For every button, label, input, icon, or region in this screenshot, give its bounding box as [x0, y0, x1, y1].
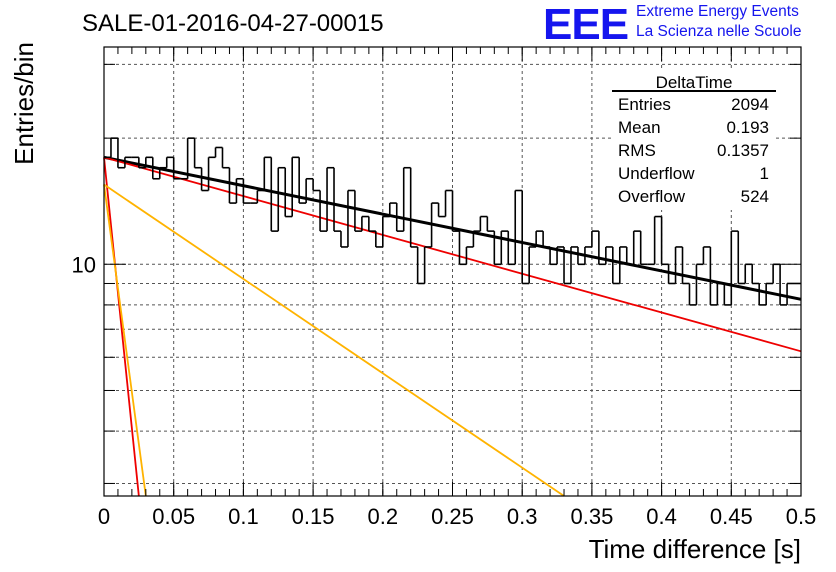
eee-logo-text: Extreme Energy Events La Scienza nelle S…: [636, 2, 801, 42]
histogram-bars: [104, 137, 801, 306]
stats-row-value: 2094: [731, 95, 769, 114]
x-tick-label: 0.2: [368, 504, 399, 529]
stats-row-label: Overflow: [618, 187, 686, 206]
x-tick-label: 0.5: [786, 504, 817, 529]
fit-line: [103, 183, 565, 497]
axis-ticks: [103, 47, 802, 496]
x-tick-label: 0.3: [507, 504, 538, 529]
stats-background: [612, 70, 776, 210]
x-tick-label: 0.4: [646, 504, 677, 529]
stats-row-label: Mean: [618, 118, 661, 137]
fit-line: [103, 156, 802, 353]
x-tick-label: 0.15: [292, 504, 335, 529]
y-tick-label: 10: [72, 252, 96, 277]
stats-row-value: 1: [760, 164, 769, 183]
stats-row-label: Entries: [618, 95, 671, 114]
stats-row-value: 524: [741, 187, 769, 206]
logo-line-2: La Scienza nelle Scuole: [636, 23, 802, 40]
stats-box: DeltaTime Entries 2094 Mean 0.193 RMS 0.1357 Un…: [612, 70, 776, 210]
eee-logo: EEE: [543, 0, 629, 49]
stats-row-label: RMS: [618, 141, 656, 160]
x-axis-title: Time difference [s]: [589, 534, 801, 564]
fit-line: [103, 184, 147, 497]
chart-title: SALE-01-2016-04-27-00015: [82, 10, 384, 37]
y-axis-title: Entries/bin: [9, 42, 39, 165]
stats-title: DeltaTime: [656, 73, 733, 92]
stats-row-label: Underflow: [618, 164, 695, 183]
x-tick-label: 0.05: [152, 504, 195, 529]
x-tick-label: 0.35: [570, 504, 613, 529]
x-tick-label: 0: [98, 504, 110, 529]
logo-line-1: Extreme Energy Events: [636, 3, 799, 20]
x-tick-label: 0.25: [431, 504, 474, 529]
fit-line: [103, 157, 140, 497]
stats-row-value: 0.193: [726, 118, 769, 137]
x-tick-label: 0.1: [228, 504, 259, 529]
axis-labels: 0 0.05 0.1 0.15 0.2 0.25 0.3 0.35 0.4 0.45 0.5 10 Ti…: [9, 42, 816, 564]
stats-row-value: 0.1357: [717, 141, 769, 160]
x-tick-label: 0.45: [710, 504, 753, 529]
